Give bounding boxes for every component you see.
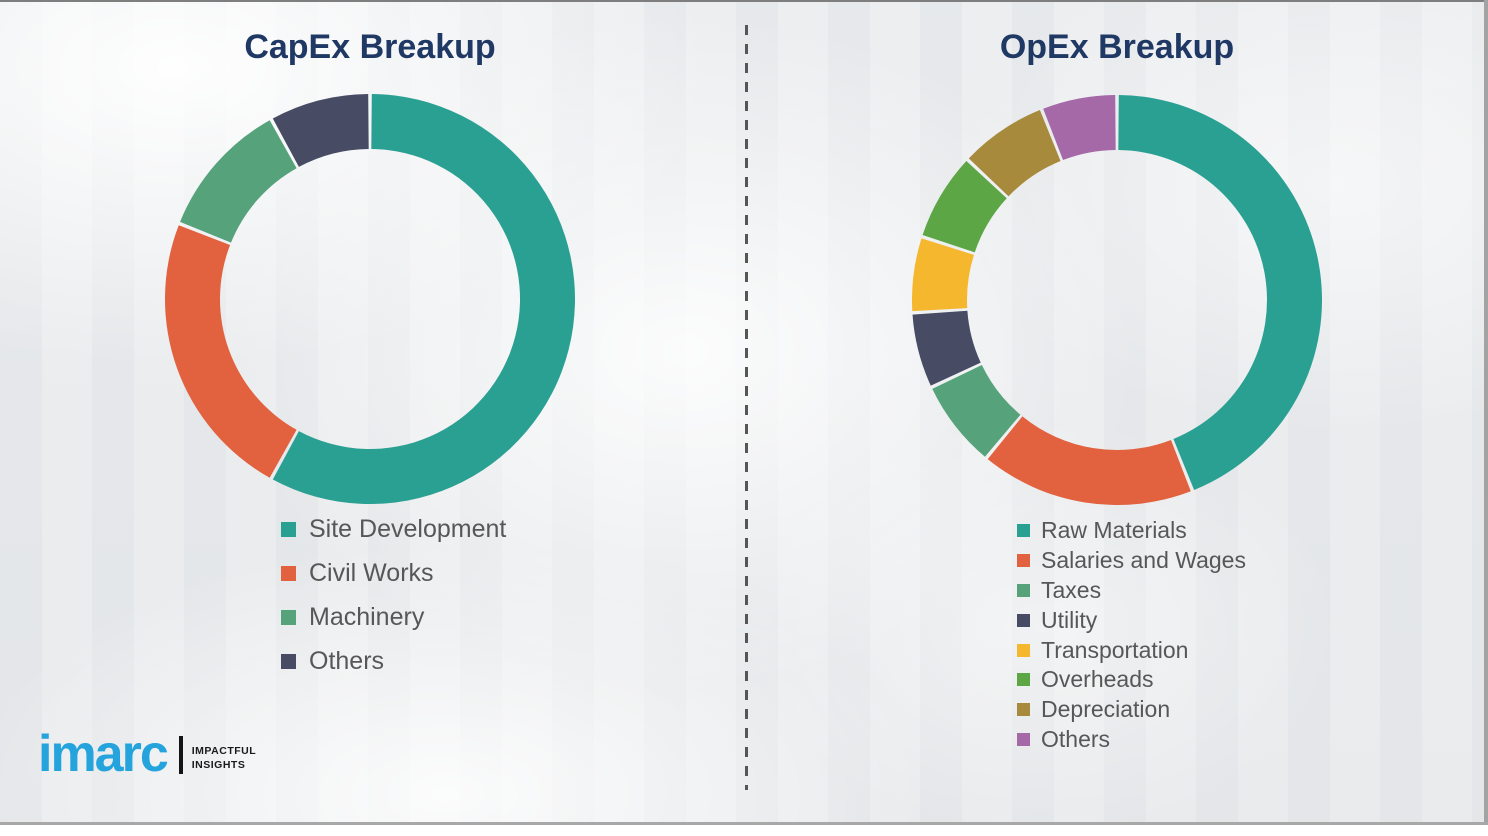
capex-legend: Site Development Civil Works Machinery O… (281, 507, 506, 683)
legend-swatch (1017, 524, 1030, 538)
opex-legend: Raw Materials Salaries and Wages Taxes U… (1017, 516, 1246, 754)
donut-segment-others (272, 94, 369, 167)
legend-label: Salaries and Wages (1041, 547, 1246, 574)
top-border (0, 0, 1488, 2)
legend-item-machinery: Machinery (281, 595, 506, 639)
bottom-border (0, 822, 1488, 825)
donut-segment-taxes (932, 365, 1021, 457)
legend-label: Overheads (1041, 666, 1154, 693)
imarc-wordmark: imarc (38, 725, 169, 783)
legend-label: Machinery (309, 602, 425, 631)
legend-swatch (1017, 703, 1030, 717)
legend-label: Utility (1041, 606, 1098, 633)
imarc-logo: imarc IMPACTFUL INSIGHTS (38, 725, 256, 783)
donut-segment-machinery (180, 120, 297, 243)
legend-swatch (1017, 732, 1030, 746)
legend-label: Raw Materials (1041, 517, 1187, 544)
legend-item-others-capex: Others (281, 639, 506, 683)
legend-label: Taxes (1041, 576, 1102, 603)
right-border (1484, 0, 1488, 836)
capex-donut-chart (165, 94, 575, 504)
opex-donut-chart (912, 95, 1322, 505)
capex-chart-title: CapEx Breakup (244, 28, 496, 66)
legend-item-taxes: Taxes (1017, 576, 1246, 606)
legend-item-site-development: Site Development (281, 507, 506, 551)
legend-item-utility: Utility (1017, 605, 1246, 635)
legend-swatch (1017, 643, 1030, 657)
legend-label: Site Development (309, 514, 507, 543)
donut-segment-depreciation (968, 110, 1061, 197)
legend-label: Civil Works (309, 558, 434, 587)
legend-swatch (1017, 554, 1030, 568)
legend-item-depreciation: Depreciation (1017, 695, 1246, 725)
legend-swatch (1017, 613, 1030, 627)
bottom-margin (0, 825, 1488, 836)
legend-item-overheads: Overheads (1017, 665, 1246, 695)
legend-swatch (1017, 673, 1030, 687)
logo-tagline: IMPACTFUL INSIGHTS (192, 744, 256, 772)
opex-chart-title: OpEx Breakup (999, 28, 1235, 66)
legend-label: Depreciation (1041, 696, 1171, 723)
donut-segment-civil-works (165, 225, 297, 478)
legend-swatch (281, 609, 296, 625)
donut-segment-site-development (272, 94, 575, 504)
logo-divider-bar (178, 735, 183, 774)
donut-segment-transportation (912, 238, 974, 312)
legend-swatch (281, 521, 296, 537)
legend-label: Others (309, 646, 385, 675)
donut-segment-overheads (922, 160, 1007, 253)
dashed-divider-line (745, 25, 748, 790)
legend-swatch (281, 653, 296, 669)
logo-tagline-line1: IMPACTFUL (191, 745, 257, 758)
legend-swatch (1017, 583, 1030, 597)
legend-swatch (281, 565, 296, 581)
donut-segment-others (1043, 95, 1116, 161)
legend-item-civil-works: Civil Works (281, 551, 506, 595)
donut-segment-raw-materials (1118, 95, 1322, 490)
donut-segment-utility (912, 310, 981, 386)
donut-segment-salaries-and-wages (987, 416, 1191, 505)
legend-label: Others (1041, 725, 1111, 752)
legend-label: Transportation (1041, 636, 1189, 663)
legend-item-transportation: Transportation (1017, 635, 1246, 665)
legend-item-raw-materials: Raw Materials (1017, 516, 1246, 546)
legend-item-others-opex: Others (1017, 725, 1246, 755)
legend-item-salaries-and-wages: Salaries and Wages (1017, 546, 1246, 576)
logo-tagline-line2: INSIGHTS (191, 759, 246, 772)
